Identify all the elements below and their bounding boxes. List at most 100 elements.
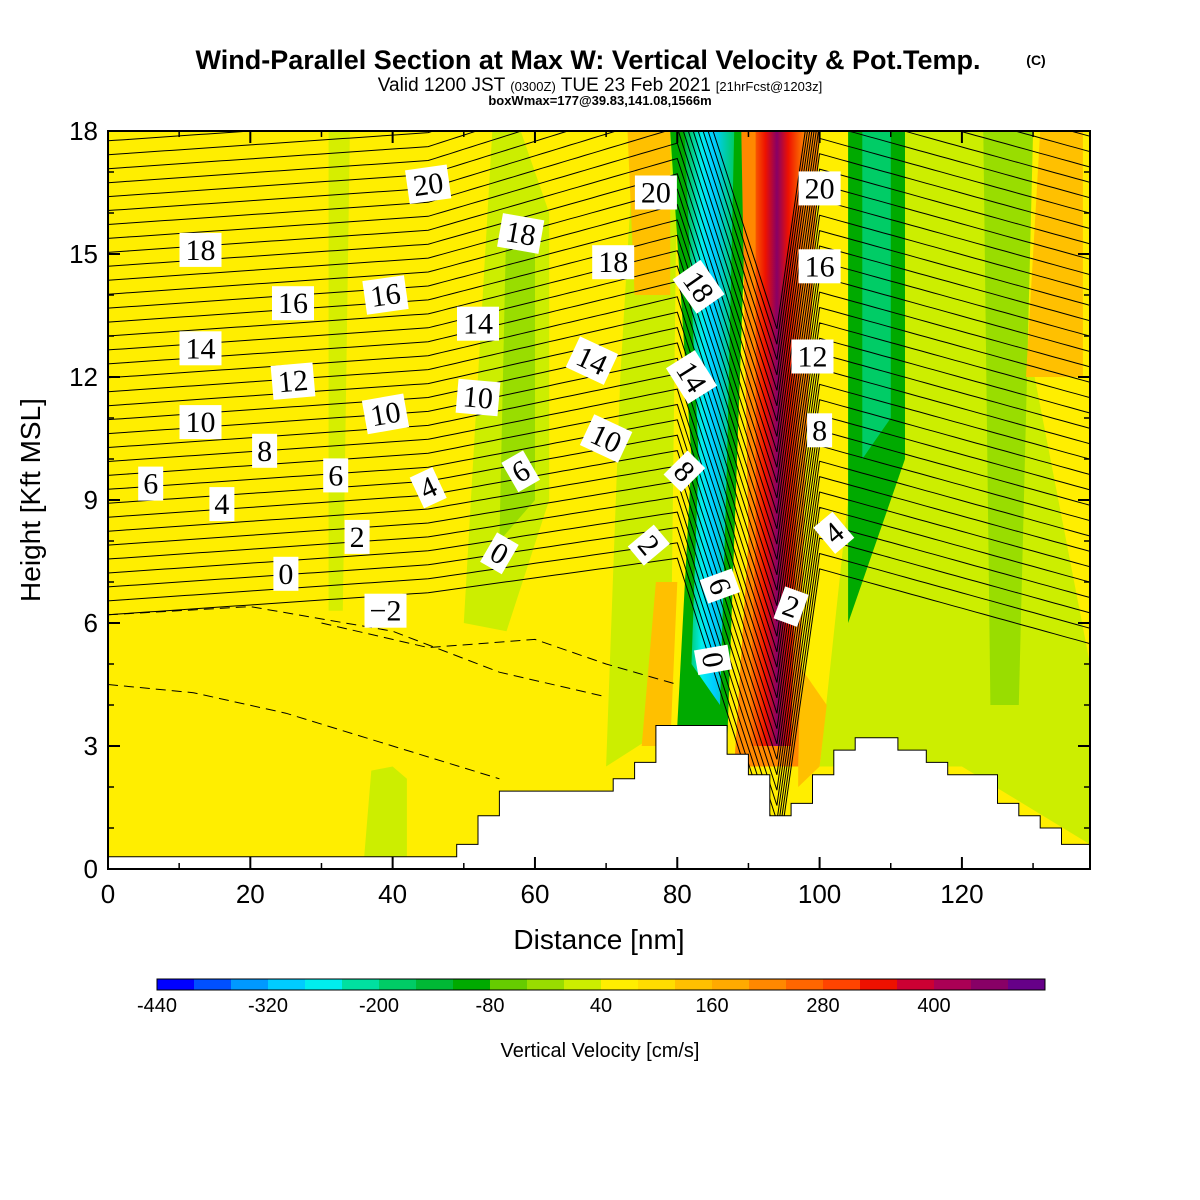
contour-label-text: 16 [368, 277, 402, 314]
valid-time-line: Valid 1200 JST (0300Z) TUE 23 Feb 2021 [21h… [378, 75, 822, 96]
y-tick-label: 18 [69, 116, 98, 146]
theta-contour-dashed [321, 622, 678, 685]
boxwmax-subtitle: boxWmax=177@39.83,141.08,1566m [488, 93, 711, 108]
weak-rise-top [627, 131, 671, 295]
contour-label-text: 4 [214, 488, 229, 521]
theta-contour-line [108, 131, 1090, 437]
contour-label-box [693, 644, 732, 676]
contour-label-text: 12 [277, 364, 310, 399]
contour-label-text: 8 [257, 435, 272, 468]
contour-label: 18 [592, 245, 635, 280]
colorbar-cell [675, 979, 713, 990]
contour-label: 20 [405, 164, 452, 205]
theta-contour-line [108, 265, 1090, 576]
contour-label: 10 [455, 378, 501, 417]
theta-contour-line [108, 526, 1090, 837]
colorbar-tick-label: -320 [248, 995, 288, 1017]
colorbar-cell [601, 979, 639, 990]
contour-label-text: 6 [143, 468, 158, 501]
contour-label: 4 [209, 487, 235, 522]
contour-label-box [627, 524, 670, 566]
weak-rise-east [1026, 131, 1083, 377]
colorbar-tick-label: 400 [917, 995, 950, 1017]
contour-label-box [813, 511, 855, 554]
valid-zulu: (0300Z) [510, 79, 556, 94]
theta-contour-line [108, 131, 1090, 422]
contour-label: 16 [798, 249, 841, 284]
contour-label-box [699, 568, 741, 604]
theta-contour-line [108, 496, 1090, 806]
colorbar-cell [194, 979, 232, 990]
contour-label: 18 [672, 259, 725, 314]
colorbar-cell [786, 979, 824, 990]
contour-label-box [252, 433, 278, 468]
theta-contour-line [108, 219, 1090, 529]
theta-contour-line [108, 280, 1090, 591]
theta-contour-line [108, 131, 1090, 360]
terrain [108, 725, 1090, 869]
contour-label: 12 [270, 362, 316, 400]
y-axis-label: Height [Kft MSL] [15, 398, 46, 602]
contour-label-text: 20 [805, 172, 835, 205]
x-tick-label: 20 [236, 879, 265, 909]
contour-label: 8 [252, 433, 278, 468]
contour-label-box [405, 164, 452, 205]
colorbar-tick-label: 280 [806, 995, 839, 1017]
contour-label-box [634, 175, 677, 210]
colorbar-tick-label: -440 [137, 995, 177, 1017]
colorbar-tick-label: -80 [476, 995, 505, 1017]
contour-label-box [663, 450, 706, 493]
theta-contour-line [108, 131, 1090, 406]
colorbar-cell [379, 979, 417, 990]
colorbar-cell [897, 979, 935, 990]
copyright-mark: (C) [1026, 52, 1045, 68]
contour-label-box [455, 378, 501, 417]
theta-contour-line [108, 157, 1090, 468]
weak-rise-patch [641, 582, 678, 746]
contour-label: 14 [457, 306, 499, 341]
contour-label: 18 [497, 213, 545, 254]
weak-rise-lee [798, 664, 827, 787]
contour-label-box [480, 532, 519, 575]
theta-contour-line [108, 142, 1090, 453]
contour-label-text: 18 [598, 246, 628, 279]
contour-label: 18 [179, 232, 222, 267]
x-tick-label: 40 [378, 879, 407, 909]
contour-label-text: 0 [695, 650, 730, 671]
y-tick-label: 15 [69, 239, 98, 269]
y-tick-label: 12 [69, 362, 98, 392]
colorbar-cell [712, 979, 750, 990]
contour-label-text: 6 [328, 459, 343, 492]
contour-label-box [364, 593, 407, 628]
contour-label-text: 18 [503, 215, 538, 253]
colorbar-cell [231, 979, 269, 990]
contour-label: 14 [179, 331, 222, 366]
light-sink-patch [364, 766, 407, 857]
y-tick-label: 3 [84, 731, 98, 761]
forecast-info: [21hrFcst@1203z] [716, 79, 822, 94]
colorbar: -440 -320 -200 -80 40 160 280 400 [137, 978, 1046, 1017]
contour-label: 2 [773, 586, 809, 627]
contour-label-box [361, 393, 410, 435]
y-tick-label: 6 [84, 608, 98, 638]
contour-label: 0 [273, 556, 299, 591]
contour-label: 12 [791, 339, 834, 374]
contour-label: 2 [344, 519, 370, 554]
colorbar-cell [490, 979, 528, 990]
contour-label-text: 20 [411, 166, 445, 203]
colorbar-cell [971, 979, 1009, 990]
moderate-sink-east [983, 131, 1034, 705]
theta-contour-dashed [108, 684, 500, 780]
x-tick-label: 80 [663, 879, 692, 909]
contour-label: 20 [634, 175, 677, 210]
colorbar-cell [157, 979, 195, 990]
contour-label-box [565, 336, 619, 385]
theta-contour-line [108, 542, 1090, 852]
contour-label-box [209, 487, 235, 522]
theta-contour-line [108, 465, 1090, 775]
contour-label-box [665, 350, 718, 404]
colorbar-cell [823, 979, 861, 990]
colorbar-label: Vertical Velocity [cm/s] [501, 1040, 700, 1062]
